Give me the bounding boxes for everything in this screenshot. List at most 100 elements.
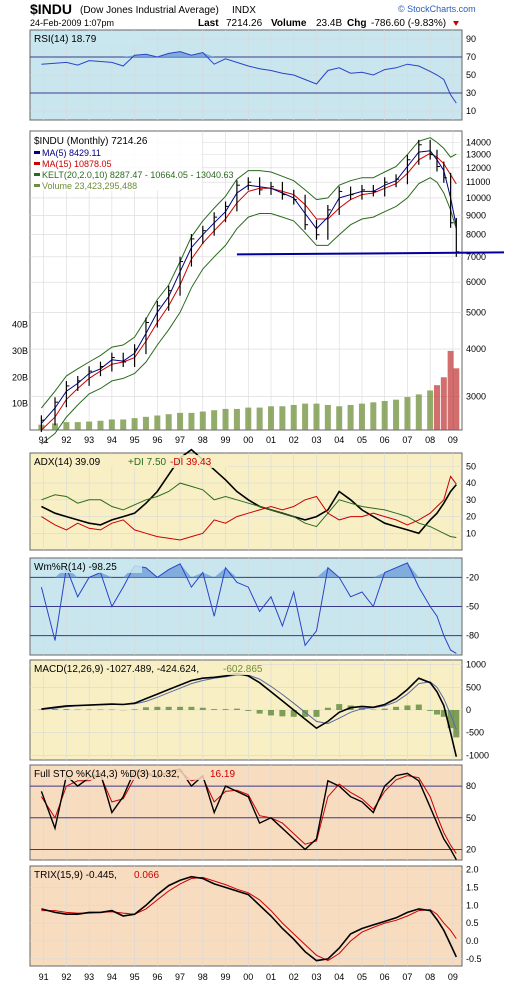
sto-title: Full STO %K(14,3) %D(3) 10.32, [34,769,179,780]
volume-bar [154,415,161,430]
trix-ytick-label: 2.0 [466,865,479,875]
volume-bar [381,401,388,430]
adx-ytick-label: 20 [466,512,476,522]
volume-bar [370,402,377,430]
sto-ytick-label: 20 [466,844,476,854]
panel-trix: 2.0 1.5 1.0 0.5 0.0 -0.5 TRIX(15,9) -0.445, 0.0… [29,865,482,967]
macd-histogram-bar [427,710,434,711]
macd-ytick-label: -500 [466,728,484,738]
rsi-line [41,51,457,104]
volume-bar [358,403,365,430]
sto-ytick-label: 80 [466,781,476,791]
panel-macd: 1000 500 0 -500 -1000 MACD(12,26,9) -1027.489… [29,659,489,761]
legend-entry: MA(5) 8429.11 [42,148,101,158]
trix-title: TRIX(15,9) -0.445, [34,870,117,881]
macd-histogram-bar [131,709,138,710]
volume-bar [336,406,343,430]
volume-bar [453,368,460,430]
volume-bar [74,422,81,430]
volume-bar [222,408,229,430]
x-tick-label-bottom: 99 [221,972,231,982]
x-tick-label: 94 [107,435,117,445]
macd-histogram-bar [165,706,172,710]
macd-histogram-bar [63,709,70,710]
macd-histogram-bar [142,707,149,710]
x-tick-label: 95 [130,435,140,445]
volume-bar [245,407,252,430]
price-ytick-label: 8000 [466,230,486,240]
x-tick-label-bottom: 00 [243,972,253,982]
x-tick-label-bottom: 04 [334,972,344,982]
macd-histogram-bar [52,709,59,710]
price-ytick-label: 7000 [466,252,486,262]
macd-histogram-bar [256,710,263,714]
panel-rsi: 90 70 50 30 10 RSI(14) 18.79 [29,29,476,121]
macd-histogram-bar [324,707,331,710]
macd-histogram-bar [447,710,454,729]
macd-histogram-bar [268,710,275,716]
volume-bar [199,411,206,430]
sto-ytick-label: 50 [466,813,476,823]
x-tick-label: 99 [221,435,231,445]
panel-wmr: -20 -50 -80 Wm%R(14) -98.25 [29,557,479,656]
x-tick-label: 92 [61,435,71,445]
x-tick-label: 02 [289,435,299,445]
macd-histogram-bar [188,706,195,710]
volume-bar [86,421,93,430]
volume-bar [302,403,309,430]
index-name: (Dow Jones Industrial Average) [80,5,219,16]
volume-bar [256,407,263,430]
macd-histogram-bar [336,704,343,710]
exchange: INDX [232,5,256,16]
macd-histogram-bar [433,710,440,715]
x-tick-label: 98 [198,435,208,445]
macd-title: MACD(12,26,9) -1027.489, -424.624, [34,664,199,675]
wmr-ytick-label: -50 [466,602,479,612]
x-tick-label: 08 [425,435,435,445]
panel-sto: 80 50 20 Full STO %K(14,3) %D(3) 10.32, 16.1… [29,764,476,861]
x-tick-label-bottom: 03 [311,972,321,982]
panel-price: 14000 13000 12000 11000 10000 9000 8000 7000 600… [12,130,505,445]
volume-tick-label: 20B [12,372,28,382]
macd-histogram-bar [302,710,309,717]
volume-tick-label: 10B [12,399,28,409]
price-ytick-label: 5000 [466,307,486,317]
price-ytick-label: 14000 [466,137,491,147]
volume-bar [177,412,184,430]
rsi-overbought-fill [41,51,457,57]
trix-plot-area [29,865,463,967]
adx-series-line [41,475,457,541]
x-tick-label: 00 [243,435,253,445]
sto-label-bg [32,767,242,780]
trix-line [41,875,458,962]
macd-histogram-bar [177,706,184,710]
price-ytick-label: 4000 [466,344,486,354]
adx-ytick-label: 50 [466,461,476,471]
macd-histogram-bar [440,710,447,717]
macd-histogram-bar [404,705,411,710]
legend-swatch [34,184,40,187]
rsi-ytick-label: 90 [466,34,476,44]
volume-bar [131,418,138,430]
x-tick-label-bottom: 07 [402,972,412,982]
macd-label-bg [32,662,262,675]
x-axis-bottom: 91 92 93 94 95 96 97 98 99 00 01 02 03 04 05 06 07 08 09 [39,972,458,982]
wmr-title: Wm%R(14) -98.25 [34,562,117,573]
price-ytick-label: 12000 [466,163,491,173]
rsi-label-bg [32,32,142,45]
volume-bar [447,350,454,430]
x-tick-label-bottom: 98 [198,972,208,982]
price-ytick-label: 10000 [466,193,491,203]
rsi-ytick-label: 10 [466,106,476,116]
macd-histogram-bar [233,708,240,710]
wmr-line [40,562,457,654]
macd-ytick-label: 500 [466,682,481,692]
x-tick-label-bottom: 97 [175,972,185,982]
adx-title: ADX(14) 39.09 [34,457,101,468]
macd-line [41,672,458,757]
x-tick-label-bottom: 08 [425,972,435,982]
x-tick-label: 06 [380,435,390,445]
kelt-lower-line [41,177,457,445]
x-tick-label-bottom: 95 [130,972,140,982]
x-tick-label: 91 [39,435,49,445]
